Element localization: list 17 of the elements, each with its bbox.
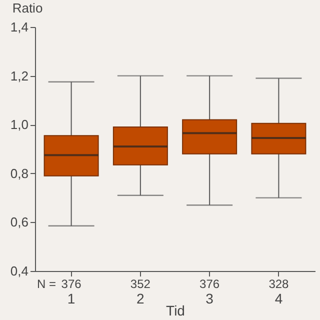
x-tick-label: 2 xyxy=(136,290,145,306)
y-tick-label: 0,8 xyxy=(10,166,28,181)
text: N = xyxy=(37,277,56,291)
y-tick-label: 1,2 xyxy=(10,68,28,84)
y-tick-label: 1,0 xyxy=(10,117,28,132)
text: 328 xyxy=(268,277,290,291)
x-axis-title: Tid xyxy=(166,302,185,318)
y-tick-label: 1,4 xyxy=(10,20,28,34)
text: 376 xyxy=(61,277,82,291)
y-axis-title: Ratio xyxy=(12,0,43,16)
y-tick-label: 0,6 xyxy=(10,214,28,230)
x-tick-label: 3 xyxy=(206,290,214,306)
text: 376 xyxy=(200,277,220,291)
text: 352 xyxy=(130,277,151,291)
x-tick-label: 4 xyxy=(274,290,283,306)
y-tick-label: 0,4 xyxy=(10,264,28,278)
x-tick-label: 1 xyxy=(67,290,76,306)
